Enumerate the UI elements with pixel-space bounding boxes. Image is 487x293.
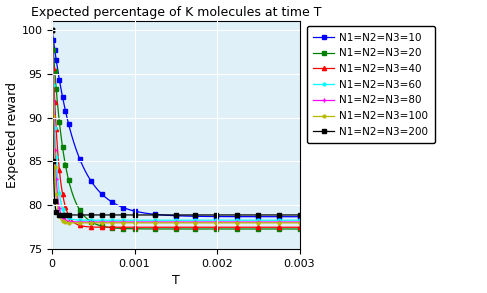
Legend: N1=N2=N3=10, N1=N2=N3=20, N1=N2=N3=40, N1=N2=N3=60, N1=N2=N3=80, N1=N2=N3=100, N: N1=N2=N3=10, N1=N2=N3=20, N1=N2=N3=40, N… [307,26,435,143]
N1=N2=N3=20 [192,227,198,231]
N1=N2=N3=100 [297,221,302,225]
N1=N2=N3=60 [222,219,227,222]
N1=N2=N3=20 [219,227,225,231]
N1=N2=N3=60 [62,212,68,216]
N1=N2=N3=10 [297,215,302,219]
N1=N2=N3=200 [62,213,68,217]
N1=N2=N3=20 [297,227,302,231]
N1=N2=N3=20 [225,227,231,231]
N1=N2=N3=60 [138,219,144,222]
N1=N2=N3=100 [140,221,146,225]
Line: N1=N2=N3=100: N1=N2=N3=100 [51,28,301,224]
N1=N2=N3=10 [62,107,68,111]
N1=N2=N3=80 [149,220,154,224]
N1=N2=N3=10 [192,214,198,218]
Line: N1=N2=N3=200: N1=N2=N3=200 [50,28,301,217]
N1=N2=N3=60 [49,28,55,32]
N1=N2=N3=100 [127,221,133,225]
N1=N2=N3=200 [49,28,55,32]
Line: N1=N2=N3=10: N1=N2=N3=10 [50,28,301,219]
N1=N2=N3=40 [62,204,68,207]
N1=N2=N3=40 [261,226,267,229]
N1=N2=N3=80 [228,220,234,224]
N1=N2=N3=10 [219,215,225,218]
N1=N2=N3=200 [194,213,200,217]
Line: N1=N2=N3=40: N1=N2=N3=40 [50,28,301,229]
N1=N2=N3=40 [265,226,271,229]
N1=N2=N3=20 [49,28,55,32]
N1=N2=N3=200 [222,213,227,217]
N1=N2=N3=100 [62,221,68,224]
X-axis label: T: T [172,275,180,287]
N1=N2=N3=80 [62,219,68,222]
Line: N1=N2=N3=80: N1=N2=N3=80 [50,28,301,224]
N1=N2=N3=60 [265,219,271,222]
N1=N2=N3=10 [225,215,231,218]
N1=N2=N3=20 [263,227,269,231]
N1=N2=N3=100 [265,221,271,225]
N1=N2=N3=40 [138,226,144,229]
N1=N2=N3=200 [265,213,271,217]
N1=N2=N3=200 [140,213,146,217]
N1=N2=N3=200 [297,213,302,217]
N1=N2=N3=40 [49,28,55,32]
N1=N2=N3=60 [184,219,189,222]
N1=N2=N3=80 [49,28,55,32]
N1=N2=N3=80 [297,220,302,224]
N1=N2=N3=10 [263,215,269,219]
Line: N1=N2=N3=20: N1=N2=N3=20 [50,28,301,231]
N1=N2=N3=80 [138,220,144,224]
N1=N2=N3=60 [297,219,302,222]
N1=N2=N3=60 [228,219,234,222]
N1=N2=N3=100 [194,221,200,225]
N1=N2=N3=200 [228,213,234,217]
N1=N2=N3=100 [222,221,227,225]
N1=N2=N3=40 [192,226,198,229]
N1=N2=N3=40 [225,226,231,229]
N1=N2=N3=20 [138,227,144,231]
Title: Expected percentage of K molecules at time T: Expected percentage of K molecules at ti… [31,6,321,18]
N1=N2=N3=10 [138,211,144,214]
N1=N2=N3=10 [49,28,55,32]
N1=N2=N3=60 [194,219,200,222]
N1=N2=N3=40 [219,226,225,229]
Line: N1=N2=N3=60: N1=N2=N3=60 [51,28,301,222]
N1=N2=N3=100 [228,221,234,225]
N1=N2=N3=200 [87,213,93,217]
N1=N2=N3=80 [222,220,227,224]
N1=N2=N3=20 [62,161,68,165]
N1=N2=N3=100 [49,28,55,32]
Y-axis label: Expected reward: Expected reward [5,82,19,188]
N1=N2=N3=40 [297,226,302,229]
N1=N2=N3=80 [194,220,200,224]
N1=N2=N3=80 [265,220,271,224]
